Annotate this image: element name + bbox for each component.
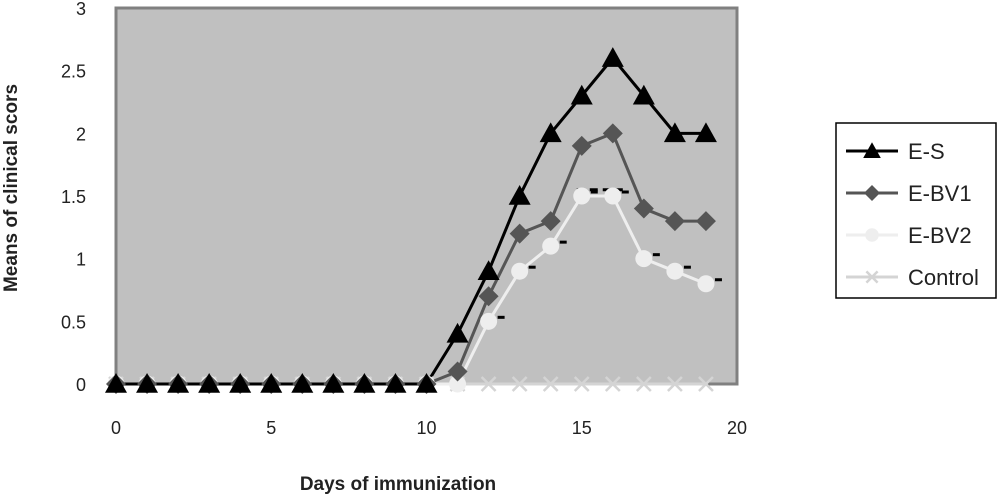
- legend-marker: [865, 228, 879, 242]
- legend-label: E-BV2: [908, 223, 972, 248]
- data-point-e-s: [446, 322, 469, 343]
- data-point-e-bv1: [695, 211, 716, 232]
- y-tick-label: 1.5: [61, 187, 86, 207]
- data-point-e-bv1: [664, 211, 685, 232]
- data-point-e-s: [229, 373, 252, 393]
- data-point-e-s: [322, 373, 345, 393]
- marker-layer: [105, 47, 717, 394]
- data-point-e-bv1: [540, 211, 561, 232]
- x-marker-stroke: [573, 376, 590, 392]
- data-point-e-bv2: [542, 237, 560, 255]
- data-point-control: [573, 376, 590, 392]
- data-point-e-s: [632, 84, 655, 105]
- x-marker-stroke: [698, 376, 714, 392]
- data-point-e-s: [663, 122, 686, 143]
- data-point-e-bv2: [666, 262, 684, 280]
- data-point-control: [667, 376, 683, 392]
- data-point-e-bv2: [697, 275, 715, 293]
- data-point-e-s: [353, 373, 376, 393]
- data-point-e-s: [508, 185, 531, 205]
- x-axis-ticks: 0 5 10 15 20: [111, 418, 747, 438]
- data-point-e-s: [384, 373, 407, 393]
- data-point-e-bv1: [633, 198, 654, 219]
- x-tick-label: 0: [111, 418, 121, 438]
- data-point-e-bv2: [449, 375, 467, 393]
- data-point-e-bv1: [478, 286, 499, 307]
- x-marker-stroke: [667, 376, 683, 392]
- x-marker-stroke: [542, 376, 559, 392]
- x-axis-title: Days of immunization: [300, 474, 496, 495]
- legend-label: E-BV1: [908, 181, 972, 206]
- data-point-control: [511, 376, 528, 392]
- y-tick-label: 1: [76, 250, 86, 270]
- y-tick-label: 2.5: [61, 62, 86, 82]
- y-tick-label: 0.5: [61, 312, 86, 332]
- x-tick-label: 5: [266, 418, 276, 438]
- data-point-e-bv1: [509, 223, 530, 244]
- data-point-e-s: [291, 373, 314, 393]
- y-tick-label: 3: [76, 0, 86, 19]
- plot-area: [114, 6, 739, 386]
- legend-items: E-S E-BV1 E-BV2 Control: [846, 139, 979, 290]
- y-axis-title: Means of clinical scors: [1, 84, 22, 292]
- x-tick-label: 15: [572, 418, 592, 438]
- data-point-e-bv2: [480, 312, 498, 330]
- data-point-e-s: [694, 122, 717, 143]
- data-point-e-bv1: [602, 123, 623, 144]
- legend-marker: [865, 270, 879, 284]
- data-point-control: [635, 376, 652, 392]
- legend-marker: [864, 185, 880, 201]
- legend-label: E-S: [908, 139, 945, 164]
- data-point-e-bv2: [604, 187, 622, 205]
- x-marker-stroke: [480, 376, 497, 392]
- legend: E-S E-BV1 E-BV2 Control: [835, 122, 997, 299]
- data-point-e-s: [136, 373, 159, 393]
- data-point-e-bv1: [571, 135, 592, 156]
- y-tick-label: 0: [76, 375, 86, 395]
- x-tick-label: 20: [727, 418, 747, 438]
- x-marker-stroke: [865, 270, 879, 284]
- x-marker-stroke: [635, 376, 652, 392]
- legend-marker: [863, 142, 881, 159]
- x-tick-label: 10: [416, 418, 436, 438]
- data-point-e-s: [105, 373, 127, 393]
- data-point-e-bv1: [447, 361, 468, 382]
- data-point-e-s: [198, 373, 221, 393]
- data-point-e-s: [539, 122, 562, 143]
- data-point-e-s: [415, 373, 438, 393]
- data-point-e-bv2: [635, 250, 653, 268]
- data-point-e-s: [477, 260, 500, 280]
- data-point-control: [542, 376, 559, 392]
- y-tick-label: 2: [76, 124, 86, 144]
- data-point-e-bv2: [573, 187, 591, 205]
- data-point-e-bv2: [511, 262, 529, 280]
- x-marker-stroke: [511, 376, 528, 392]
- data-point-e-s: [570, 84, 593, 105]
- x-marker-stroke: [604, 376, 621, 392]
- y-axis-ticks: 0 0.5 1 1.5 2 2.5 3: [61, 0, 86, 395]
- data-point-e-s: [260, 373, 283, 393]
- data-point-control: [480, 376, 497, 392]
- legend-label: Control: [908, 265, 979, 290]
- data-point-control: [698, 376, 714, 392]
- data-point-e-s: [167, 373, 190, 393]
- data-point-control: [604, 376, 621, 392]
- data-point-e-s: [601, 47, 624, 67]
